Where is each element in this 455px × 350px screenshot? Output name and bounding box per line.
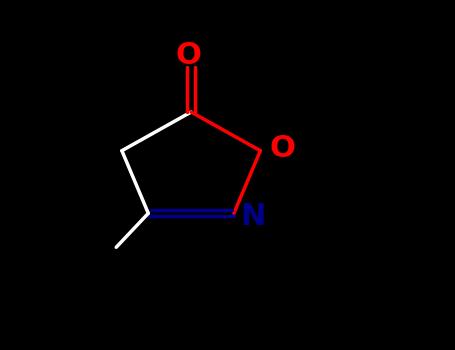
Text: N: N (240, 202, 266, 231)
Text: O: O (269, 134, 295, 163)
Text: O: O (176, 41, 202, 70)
